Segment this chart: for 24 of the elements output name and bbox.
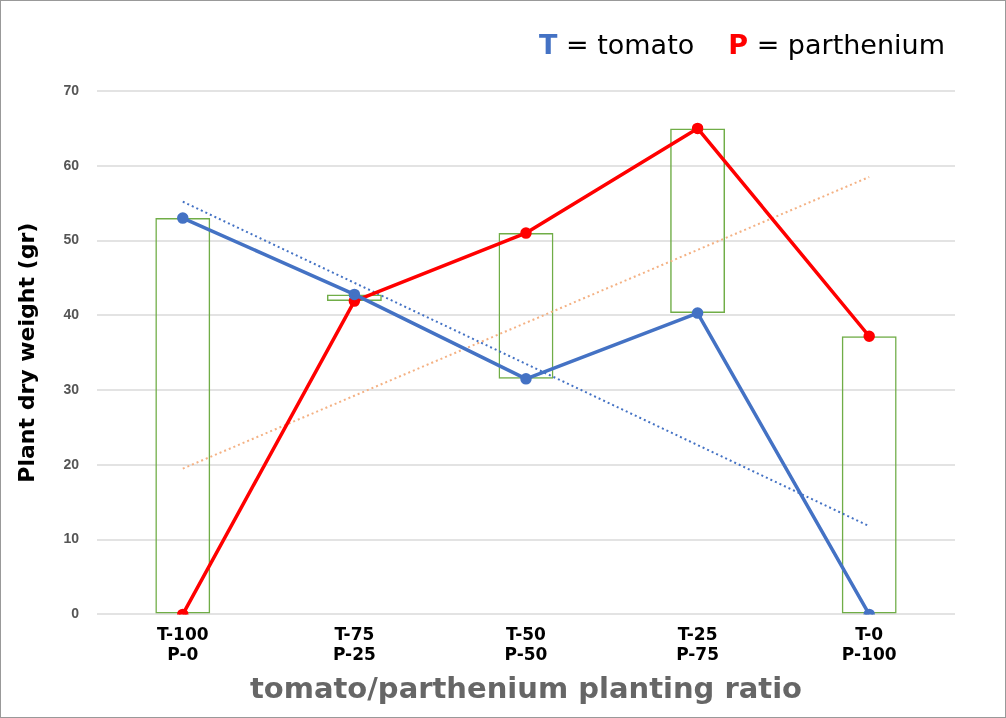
- point: [691, 122, 704, 135]
- point: [520, 227, 532, 239]
- y-tick-label: 30: [63, 380, 80, 397]
- x-tick-label: T-50 P-50: [504, 624, 548, 665]
- x-tick-label: T-0 P-100: [841, 624, 897, 665]
- point: [520, 373, 532, 385]
- text: T = tomato: [539, 29, 695, 60]
- y-tick-label: 40: [63, 306, 80, 323]
- point: [177, 212, 189, 224]
- y-tick-label: 50: [63, 231, 80, 248]
- y-tick-label: 60: [63, 156, 80, 173]
- point: [863, 330, 875, 342]
- y-tick-label: 0: [71, 605, 80, 622]
- x-tick-label: T-75 P-25: [332, 624, 376, 665]
- point: [348, 288, 361, 301]
- y-tick-label: 20: [63, 455, 80, 472]
- x-axis-title: tomato/parthenium planting ratio: [249, 671, 803, 706]
- text: P = parthenium: [728, 29, 945, 60]
- x-tick-label: T-25 P-75: [676, 624, 720, 665]
- x-tick-label: T-100 P-0: [156, 624, 209, 665]
- y-tick-label: 70: [63, 81, 80, 98]
- y-axis-title: Plant dry weight (gr): [13, 222, 39, 483]
- y-tick-label: 10: [63, 530, 80, 547]
- point: [691, 307, 704, 319]
